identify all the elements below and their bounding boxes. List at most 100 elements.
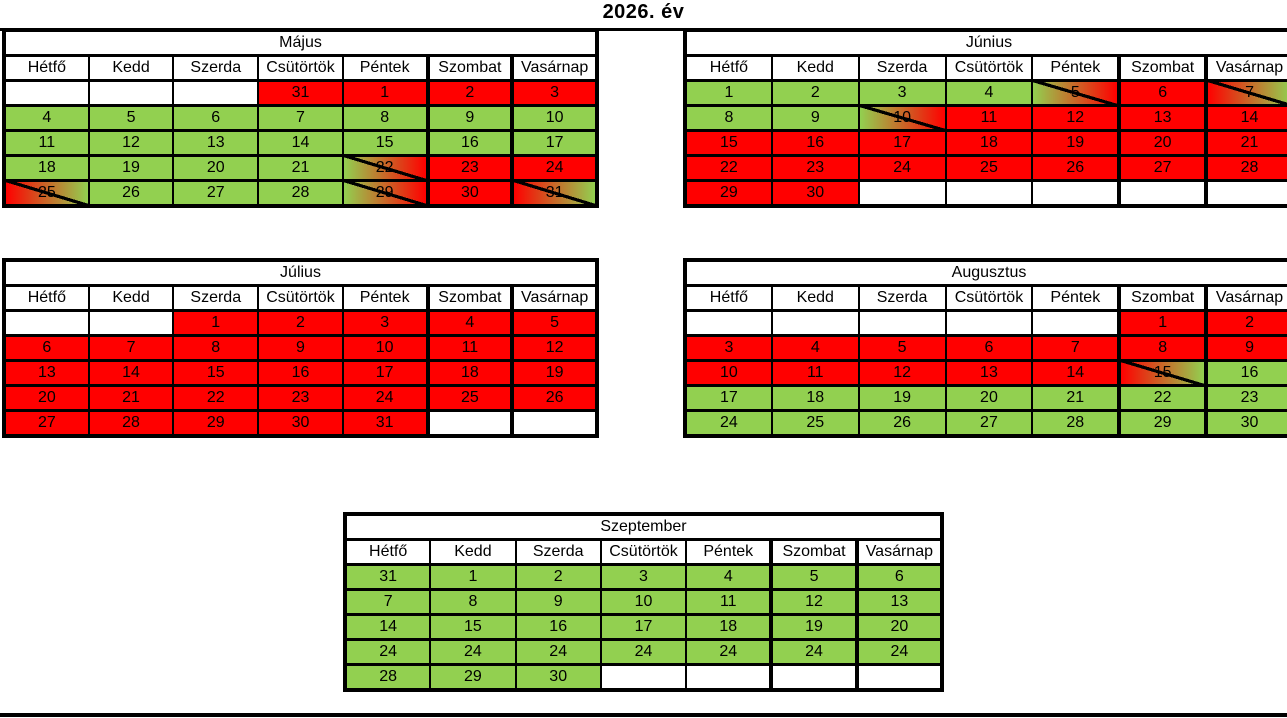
empty-cell [599,663,688,692]
day-cell: 24 [343,638,432,666]
day-cell: 17 [599,613,688,641]
day-header: Szombat [1117,54,1208,82]
day-cell: 6 [944,334,1034,362]
day-header: Szerda [172,54,260,82]
month-title: Szeptember [344,512,943,541]
day-cell: 22 [1117,384,1208,412]
empty-cell [172,79,260,107]
day-cell: 19 [1031,129,1121,157]
day-cell: 16 [257,359,344,387]
day-cell: 24 [341,384,429,412]
day-header: Kedd [87,284,175,312]
day-cell: 5 [769,563,858,591]
day-cell: 11 [3,129,90,157]
top-divider-line [0,28,1287,31]
day-cell: 20 [944,384,1034,412]
day-cell: 3 [510,79,598,107]
empty-cell [3,309,90,337]
month-title: Május [3,28,598,57]
day-cell: 29 [429,663,517,692]
day-cell: 3 [684,334,773,362]
day-cell: 5 [510,309,598,337]
day-cell: 13 [944,359,1034,387]
calendar-junius: Június Hétfő Kedd Szerda Csütörtök Péntek Szom… [683,28,1287,208]
day-header: Péntek [1031,284,1121,312]
day-cell: 16 [425,129,514,157]
calendar-augusztus: Augusztus Hétfő Kedd Szerda Csütörtök Péntek S… [683,258,1287,438]
empty-cell [1031,309,1121,337]
day-cell: 30 [1204,409,1287,438]
day-cell: 10 [341,334,429,362]
day-cell: 2 [1204,309,1287,337]
calendar-julius: Július Hétfő Kedd Szerda Csütörtök Péntek Szom… [2,258,599,438]
empty-cell [1031,179,1121,208]
day-cell: 25 [3,179,90,208]
day-header: Szombat [425,284,514,312]
day-cell: 9 [770,104,860,132]
day-cell: 14 [1031,359,1121,387]
month-title: Július [3,258,598,287]
day-cell: 30 [257,409,344,438]
day-cell: 29 [172,409,260,438]
empty-cell [684,309,773,337]
day-cell: 29 [684,179,773,208]
day-cell: 5 [87,104,175,132]
empty-cell [87,309,175,337]
empty-cell [3,79,90,107]
day-header: Kedd [429,538,517,566]
day-cell: 12 [857,359,947,387]
day-cell: 15 [429,613,517,641]
day-cell: 24 [599,638,688,666]
day-cell: 4 [685,563,773,591]
empty-cell [87,79,175,107]
day-header: Péntek [341,284,429,312]
day-cell: 17 [510,129,598,157]
day-cell: 21 [1204,129,1287,157]
day-cell: 26 [1031,154,1121,182]
day-cell: 25 [770,409,860,438]
day-cell: 28 [1031,409,1121,438]
day-header: Hétfő [684,284,773,312]
day-header: Szombat [1117,284,1208,312]
day-cell: 27 [944,409,1034,438]
day-cell: 31 [510,179,598,208]
day-cell: 13 [172,129,260,157]
day-cell: 15 [341,129,429,157]
day-cell: 28 [1204,154,1287,182]
day-cell: 4 [3,104,90,132]
day-header: Kedd [770,284,860,312]
empty-cell [857,179,947,208]
day-cell: 1 [172,309,260,337]
day-cell: 14 [87,359,175,387]
day-cell: 9 [425,104,514,132]
empty-cell [770,309,860,337]
day-header: Csütörtök [257,284,344,312]
day-cell: 23 [1204,384,1287,412]
empty-cell [1117,179,1208,208]
day-cell: 3 [341,309,429,337]
bottom-divider-line [0,713,1287,717]
day-cell: 6 [1117,79,1208,107]
day-cell: 25 [944,154,1034,182]
day-cell: 30 [770,179,860,208]
day-cell: 17 [341,359,429,387]
day-cell: 30 [425,179,514,208]
day-header: Vasárnap [854,538,944,566]
empty-cell [854,663,944,692]
day-cell: 1 [341,79,429,107]
day-cell: 24 [429,638,517,666]
day-cell: 6 [3,334,90,362]
day-header: Kedd [87,54,175,82]
day-cell: 18 [425,359,514,387]
day-cell: 2 [257,309,344,337]
day-cell: 20 [3,384,90,412]
empty-cell [944,179,1034,208]
day-cell: 1 [1117,309,1208,337]
day-cell: 2 [514,563,602,591]
day-header: Vasárnap [1204,54,1287,82]
day-header: Hétfő [3,284,90,312]
day-cell: 26 [87,179,175,208]
day-cell: 17 [857,129,947,157]
day-header: Szerda [514,538,602,566]
day-cell: 24 [769,638,858,666]
